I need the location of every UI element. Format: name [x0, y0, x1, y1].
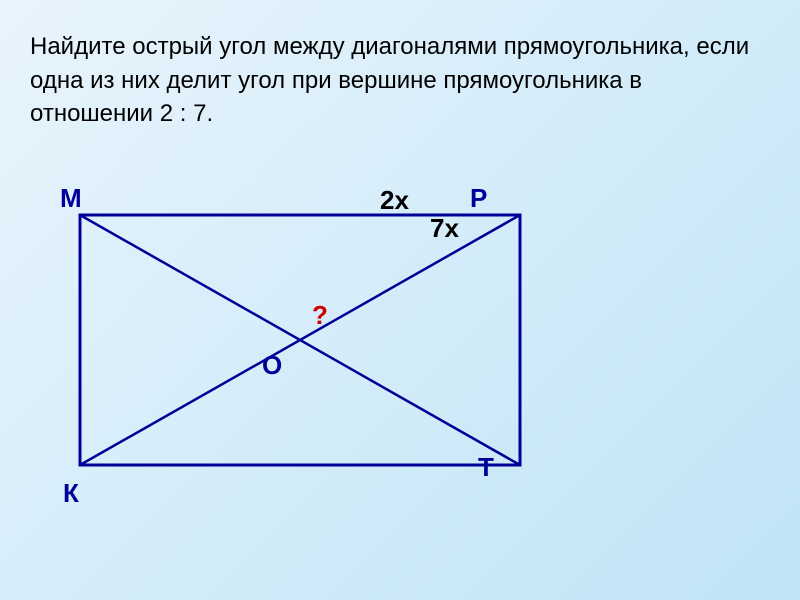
angle-7x: 7х [430, 213, 459, 244]
vertex-m: М [60, 183, 82, 214]
vertex-k: К [63, 478, 79, 509]
problem-text: Найдите острый угол между диагоналями пр… [30, 30, 770, 131]
vertex-p: Р [470, 183, 487, 214]
geometry-svg [60, 185, 540, 505]
question-mark: ? [312, 300, 328, 331]
center-o: О [262, 350, 282, 381]
vertex-t: Т [478, 452, 494, 483]
angle-2x: 2х [380, 185, 409, 216]
diagram-container: М Р К Т О 2х 7х ? [60, 185, 540, 545]
